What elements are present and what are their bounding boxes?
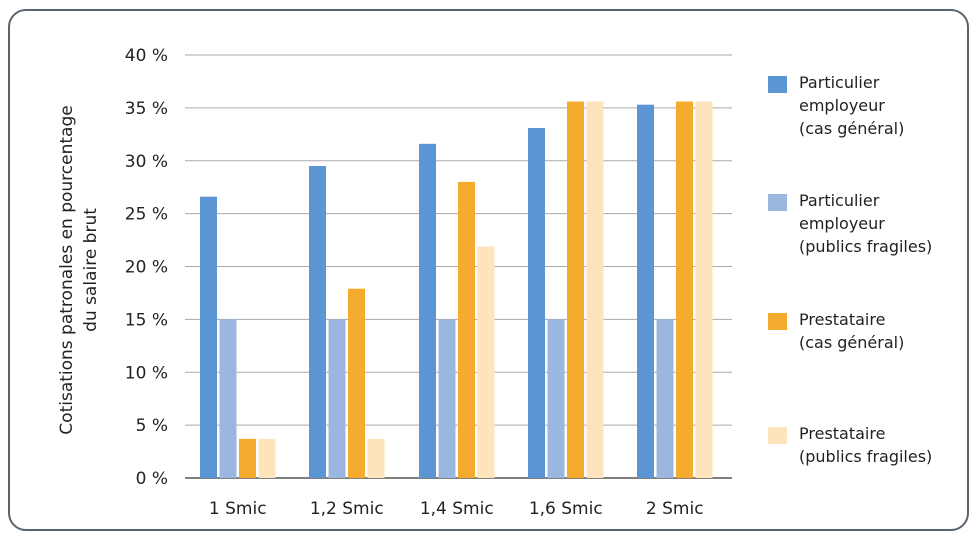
y-tick-label: 10 % bbox=[125, 363, 168, 383]
bar bbox=[695, 101, 713, 478]
bar bbox=[438, 319, 456, 478]
bar bbox=[348, 288, 365, 478]
legend-label: Particulier bbox=[799, 191, 880, 210]
y-tick-label: 20 % bbox=[125, 258, 168, 278]
y-tick-label: 25 % bbox=[125, 205, 168, 225]
x-tick-label: 2 Smic bbox=[646, 499, 704, 519]
bar bbox=[239, 438, 256, 478]
legend-swatch bbox=[768, 313, 787, 330]
legend-swatch bbox=[768, 194, 787, 211]
y-tick-label: 5 % bbox=[136, 416, 168, 436]
bar bbox=[458, 181, 475, 478]
y-tick-label: 40 % bbox=[125, 46, 168, 66]
legend-label: employeur bbox=[799, 96, 885, 115]
bar bbox=[309, 166, 326, 478]
x-tick-labels: 1 Smic 1,2 Smic 1,4 Smic 1,6 Smic 2 Smic bbox=[209, 499, 704, 519]
legend-label: Prestataire bbox=[799, 424, 885, 443]
bar bbox=[528, 127, 545, 478]
bar bbox=[676, 101, 693, 478]
legend-label: Prestataire bbox=[799, 310, 885, 329]
bar bbox=[219, 319, 237, 478]
y-axis-label-line-1: Cotisations patronales en pourcentage bbox=[57, 105, 77, 434]
x-tick-label: 1,6 Smic bbox=[529, 499, 603, 519]
legend-label: (cas général) bbox=[799, 119, 904, 138]
x-tick-label: 1,4 Smic bbox=[420, 499, 494, 519]
bar bbox=[567, 101, 584, 478]
x-tick-label: 1 Smic bbox=[209, 499, 267, 519]
y-tick-label: 0 % bbox=[136, 469, 168, 489]
legend-label: (cas général) bbox=[799, 333, 904, 352]
bar bbox=[419, 143, 436, 478]
y-tick-label: 35 % bbox=[125, 99, 168, 119]
bar bbox=[200, 196, 217, 478]
bar bbox=[477, 246, 495, 478]
bar bbox=[656, 319, 674, 478]
legend-swatch bbox=[768, 76, 787, 93]
bar bbox=[328, 319, 346, 478]
y-axis-label-line-2: du salaire brut bbox=[81, 208, 101, 332]
legend-label: employeur bbox=[799, 214, 885, 233]
legend-label: (publics fragiles) bbox=[799, 237, 932, 256]
legend: Particulier employeur (cas général) Particu… bbox=[768, 73, 932, 466]
x-tick-label: 1,2 Smic bbox=[310, 499, 384, 519]
y-tick-label: 15 % bbox=[125, 310, 168, 330]
y-tick-labels: 0 % 5 % 10 % 15 % 20 % 25 % 30 % 35 % 40 % bbox=[125, 46, 168, 489]
bar bbox=[547, 319, 565, 478]
legend-swatch bbox=[768, 427, 787, 444]
bar bbox=[367, 438, 385, 478]
bar bbox=[586, 101, 604, 478]
bar bbox=[637, 104, 654, 478]
legend-label: (publics fragiles) bbox=[799, 447, 932, 466]
bar bbox=[258, 438, 276, 478]
y-axis-label: Cotisations patronales en pourcentage du… bbox=[57, 105, 101, 434]
y-tick-label: 30 % bbox=[125, 152, 168, 172]
legend-label: Particulier bbox=[799, 73, 880, 92]
bars bbox=[200, 101, 713, 478]
